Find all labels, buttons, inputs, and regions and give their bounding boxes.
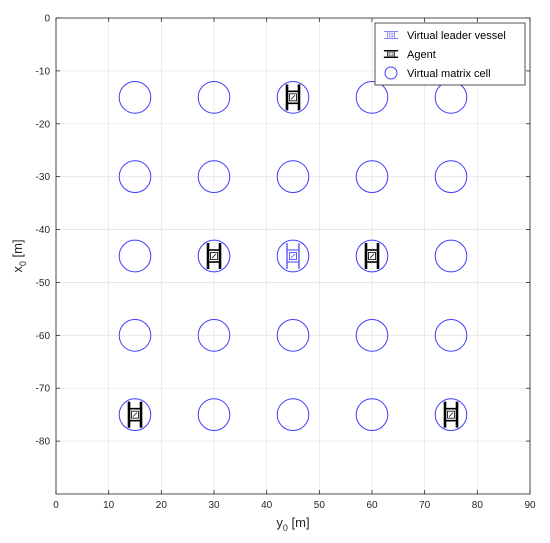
x-tick-label: 70 bbox=[419, 500, 431, 511]
y-tick-label: -80 bbox=[36, 437, 51, 448]
vessel-deck-mark bbox=[389, 52, 393, 56]
matrix-cell-circle bbox=[276, 239, 310, 273]
vessel-deck bbox=[131, 410, 139, 419]
vessel-deck bbox=[368, 252, 376, 260]
legend-leader-symbol bbox=[383, 31, 399, 39]
y-tick-label: -10 bbox=[36, 66, 51, 77]
matrix-cell-circle bbox=[118, 80, 152, 114]
agent-marker bbox=[443, 401, 459, 428]
matrix-cell-circle bbox=[118, 160, 152, 194]
y-axis-label-main: x bbox=[10, 266, 25, 273]
y-tick-label: -50 bbox=[36, 278, 51, 289]
vessel-deck-mark bbox=[389, 33, 393, 37]
x-tick-label: 60 bbox=[366, 500, 378, 511]
y-tick-label: 0 bbox=[44, 14, 50, 25]
legend-agent-symbol bbox=[383, 49, 399, 59]
matrix-cell-circle bbox=[355, 398, 389, 432]
x-tick-label: 30 bbox=[208, 500, 220, 511]
matrix-cell-circle bbox=[197, 318, 231, 352]
matrix-cell-circle bbox=[434, 239, 468, 273]
agent-marker bbox=[364, 243, 380, 269]
matrix-cell-circle bbox=[434, 318, 468, 352]
vessel-deck bbox=[289, 93, 297, 102]
matrix-cells bbox=[118, 80, 468, 432]
x-axis-label-subscript: 0 bbox=[283, 523, 288, 533]
legend-leader-glyph bbox=[383, 31, 399, 39]
vessel-deck-mark bbox=[448, 412, 454, 417]
axis-ticks: 0 10 20 30 40 50 60 70 80 90 0 -10 -20 -30 -40 -50 -60 -7… bbox=[36, 14, 536, 512]
vessel-deck bbox=[388, 51, 394, 57]
y-tick-label: -40 bbox=[36, 225, 51, 236]
y-tick-label: -20 bbox=[36, 119, 51, 130]
agent-marker bbox=[206, 243, 222, 269]
y-tick-label: -30 bbox=[36, 172, 51, 183]
matrix-cell-circle bbox=[276, 398, 310, 432]
agent-marker bbox=[285, 84, 301, 111]
vessel-deck bbox=[289, 252, 297, 260]
vessel-deck-mark bbox=[369, 253, 375, 259]
vessel-deck-mark bbox=[211, 253, 217, 259]
x-tick-label: 40 bbox=[261, 500, 273, 511]
matrix-cell-circle bbox=[118, 398, 152, 432]
matrix-cell-circle bbox=[276, 318, 310, 352]
matrix-cell-circle bbox=[197, 80, 231, 114]
x-tick-label: 90 bbox=[524, 500, 536, 511]
x-tick-label: 80 bbox=[472, 500, 484, 511]
matrix-cell-circle bbox=[197, 398, 231, 432]
legend-label: Agent bbox=[407, 49, 436, 61]
matrix-cell-circle bbox=[276, 160, 310, 194]
vessel-deck-mark bbox=[290, 95, 296, 100]
x-axis-label-unit: [m] bbox=[288, 515, 310, 530]
leader-vessel-marker bbox=[286, 243, 300, 269]
y-axis-label-subscript: 0 bbox=[18, 261, 28, 266]
plot-frame bbox=[55, 17, 531, 495]
matrix-cell-circle bbox=[118, 239, 152, 273]
matrix-cell-circle bbox=[355, 80, 389, 114]
x-tick-label: 10 bbox=[103, 500, 115, 511]
x-tick-label: 0 bbox=[53, 500, 59, 511]
legend-cell-symbol bbox=[384, 66, 398, 80]
y-axis-label-unit: [m] bbox=[10, 239, 25, 261]
vessel-deck-mark bbox=[132, 412, 138, 417]
x-axis-label: y0 [m] bbox=[276, 515, 309, 533]
legend-label: Virtual matrix cell bbox=[407, 68, 491, 80]
y-axis-label: x0 [m] bbox=[10, 239, 28, 272]
agent-marker bbox=[127, 401, 143, 428]
matrix-cell-circle bbox=[355, 318, 389, 352]
vessel-markers bbox=[127, 84, 459, 428]
legend-label: Virtual leader vessel bbox=[407, 30, 506, 42]
vessel-deck-mark bbox=[290, 253, 296, 259]
vessel-deck bbox=[447, 410, 455, 419]
legend: Virtual leader vessel Agent Virtual matrix… bbox=[374, 22, 526, 86]
y-tick-label: -70 bbox=[36, 384, 51, 395]
y-tick-label: -60 bbox=[36, 331, 51, 342]
matrix-cell-circle bbox=[197, 160, 231, 194]
x-tick-label: 50 bbox=[314, 500, 326, 511]
matrix-cell-circle bbox=[276, 80, 310, 114]
matrix-cell-circle bbox=[355, 239, 389, 273]
legend-agent-glyph bbox=[383, 49, 399, 59]
x-tick-label: 20 bbox=[156, 500, 168, 511]
matrix-cell-circle bbox=[355, 160, 389, 194]
vessel-deck bbox=[210, 252, 218, 260]
legend-box bbox=[374, 22, 526, 86]
matrix-cell-circle bbox=[434, 398, 468, 432]
matrix-cell-circle bbox=[434, 160, 468, 194]
matrix-cell-circle bbox=[197, 239, 231, 273]
matrix-cell-circle bbox=[118, 318, 152, 352]
x-axis-label-main: y bbox=[276, 515, 283, 530]
vessel-deck bbox=[388, 32, 394, 38]
